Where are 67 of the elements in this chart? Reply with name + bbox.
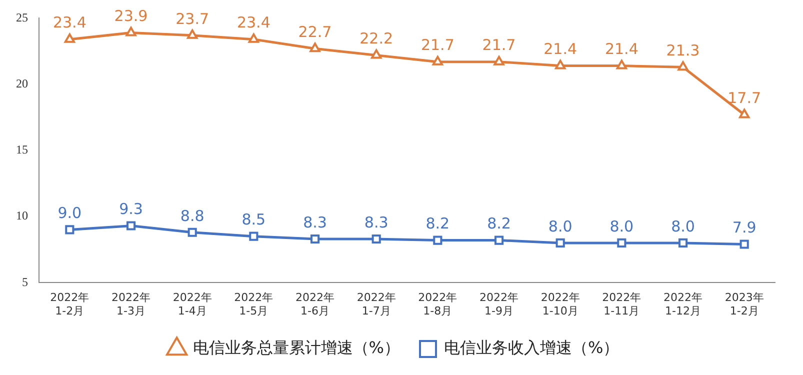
y-tick-label: 5	[22, 274, 28, 289]
point	[371, 49, 382, 59]
point	[248, 33, 259, 43]
y-tick-label: 10	[16, 208, 28, 223]
point	[372, 234, 381, 244]
data-label: 21.7	[482, 36, 516, 54]
x-tick-label: 2022年 1-10月	[540, 291, 580, 318]
data-label: 23.9	[114, 7, 148, 26]
point	[555, 60, 566, 70]
data-label: 8.2	[487, 214, 511, 233]
data-label: 7.9	[732, 218, 756, 237]
point	[678, 61, 688, 71]
point	[617, 238, 626, 248]
data-label: 8.3	[303, 213, 327, 232]
data-label: 23.7	[176, 10, 210, 28]
data-label: 23.4	[52, 14, 86, 32]
data-label: 22.2	[360, 30, 394, 48]
point	[126, 221, 136, 230]
data-label: 9.3	[119, 200, 143, 218]
data-label: 21.4	[604, 40, 638, 58]
data-label: 21.3	[666, 42, 700, 60]
point	[433, 236, 442, 245]
data-label: 8.0	[548, 217, 572, 236]
point	[126, 26, 136, 36]
y-tick-label: 25	[16, 10, 28, 24]
point	[556, 238, 565, 248]
legend-label: 电信业务总量累计增速（%）	[192, 338, 400, 358]
x-tick-label: 2022年 1-3月	[112, 291, 150, 318]
y-tick-label: 20	[16, 76, 28, 90]
data-label: 23.4	[236, 14, 270, 32]
x-tick-label: 2022年 1-11月	[602, 291, 642, 318]
data-label: 8.3	[364, 213, 388, 232]
data-label: 8.0	[671, 217, 695, 236]
point	[494, 56, 504, 66]
x-tick-label: 2022年 1-8月	[418, 291, 458, 318]
point	[310, 42, 320, 52]
y-tick-label: 15	[16, 142, 28, 157]
data-label: 8.8	[180, 206, 204, 225]
point	[310, 234, 320, 244]
data-label: 21.4	[544, 40, 578, 58]
point	[65, 225, 74, 234]
data-label: 8.5	[242, 210, 266, 229]
x-tick-label: 2023年 1-2月	[724, 291, 764, 318]
x-tick-label: 2022年 1-9月	[480, 291, 518, 318]
data-label: 8.2	[426, 214, 450, 233]
point	[678, 238, 688, 248]
data-label: 21.7	[420, 36, 454, 54]
x-tick-label: 2022年 1-5月	[234, 291, 274, 318]
legend-label: 电信业务收入增速（%）	[444, 338, 620, 358]
point	[739, 108, 750, 118]
x-tick-label: 2022年 1-4月	[172, 291, 212, 318]
point	[494, 236, 504, 245]
data-label: 22.7	[298, 22, 332, 41]
x-tick-label: 2022年 1-2月	[50, 291, 90, 318]
point	[64, 33, 75, 43]
point	[432, 56, 443, 66]
x-tick-label: 2022年 1-6月	[296, 291, 334, 318]
point	[188, 228, 197, 237]
data-label: 8.0	[610, 217, 634, 236]
data-label: 17.7	[728, 89, 762, 108]
x-tick-label: 2022年 1-12月	[664, 291, 702, 318]
point	[249, 232, 258, 241]
point	[740, 240, 749, 249]
data-label: 9.0	[58, 204, 82, 222]
x-tick-label: 2022年 1-7月	[356, 291, 396, 318]
point	[616, 60, 627, 70]
point	[187, 29, 198, 39]
